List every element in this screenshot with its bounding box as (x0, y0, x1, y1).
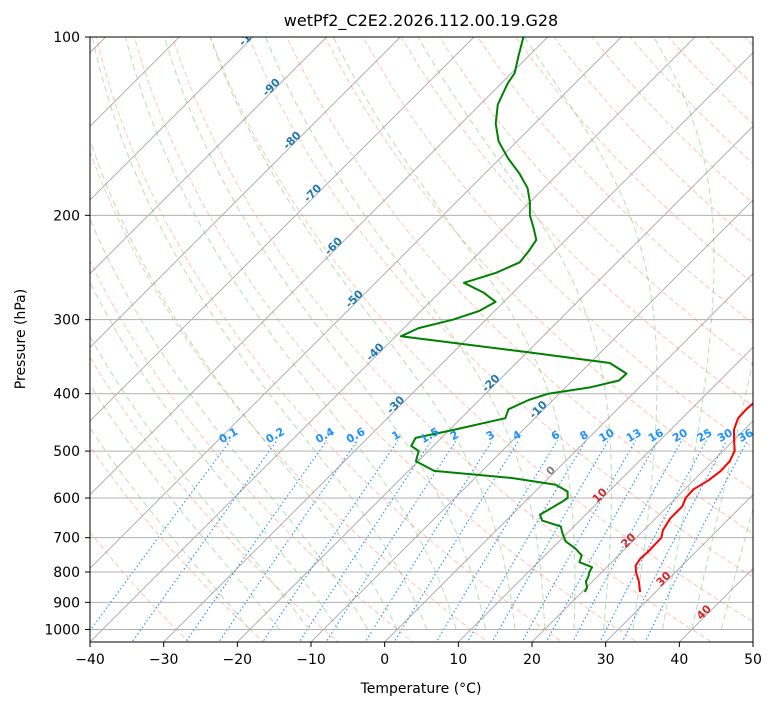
isotherm-line (90, 37, 622, 569)
mixing-ratio-line (521, 440, 637, 642)
isotherm-line (531, 420, 753, 642)
mixing-ratio-line (298, 440, 432, 642)
dry-adiabat (90, 531, 190, 642)
moist-adiabat (653, 37, 715, 630)
y-axis-ticks: 100 200 300 400 500 600 700 800 900 1000 (44, 30, 90, 638)
y-tick-label: 700 (53, 531, 80, 547)
moist-adiabat (209, 37, 516, 630)
y-tick-label: 400 (53, 387, 80, 403)
moist-adiabat (90, 335, 310, 630)
mixing-ratio-line (491, 440, 609, 642)
mixing-ratio-line (466, 440, 587, 642)
moist-adiabat (691, 358, 753, 630)
chart-title: wetPf2_C2E2.2026.112.00.19.G28 (284, 11, 558, 31)
mixing-ratio-line (262, 440, 399, 642)
plot-frame (89, 36, 754, 643)
y-tick-label: 1000 (44, 622, 80, 638)
dry-adiabat (400, 37, 753, 407)
moist-adiabat (125, 37, 457, 630)
moist-adiabat (90, 427, 251, 630)
moist-adiabats (90, 37, 753, 630)
y-tick-label: 100 (53, 30, 80, 46)
mixing-ratio-line (621, 440, 728, 642)
dry-adiabat (90, 445, 265, 642)
dewpoint-profile-line (399, 37, 628, 593)
dry-adiabat (248, 37, 753, 578)
x-tick-label: 20 (523, 652, 541, 668)
dry-adiabat (515, 37, 753, 284)
temperature-profile-line (634, 402, 753, 593)
isotherm-line (605, 494, 753, 642)
isotherm-line (90, 37, 180, 127)
dry-adiabat (209, 37, 753, 623)
dry-adiabat (171, 37, 713, 642)
y-axis-label: Pressure (hPa) (13, 289, 29, 389)
isotherm-line (90, 37, 475, 422)
mixing-ratio-line (325, 440, 457, 642)
pressure-gridlines (90, 37, 753, 630)
dry-adiabat (95, 37, 564, 642)
dry-adiabat (362, 37, 753, 449)
isotherm-line (90, 37, 549, 496)
isotherm-line (457, 346, 753, 642)
x-tick-label: −30 (149, 652, 179, 668)
x-axis-label: Temperature (°C) (360, 681, 482, 697)
x-tick-label: −40 (75, 652, 105, 668)
mixing-ratio-lines (90, 440, 748, 642)
mixing-ratio-line (599, 440, 707, 642)
y-tick-label: 900 (53, 595, 80, 611)
isotherm-line (236, 125, 753, 642)
moist-adiabat (332, 37, 576, 630)
isotherm-line (90, 37, 328, 275)
x-tick-label: −20 (223, 652, 253, 668)
dry-adiabat (90, 259, 414, 642)
y-tick-label: 300 (53, 313, 80, 329)
mixing-ratio-line (131, 440, 278, 642)
x-tick-label: 30 (597, 652, 615, 668)
y-tick-label: 500 (53, 444, 80, 460)
mixing-ratio-line (435, 440, 558, 642)
y-tick-label: 200 (53, 208, 80, 224)
mixing-ratio-line (545, 440, 659, 642)
mixing-ratio-line (572, 440, 683, 642)
isotherm-line (90, 37, 254, 201)
profile-series (399, 37, 753, 593)
x-tick-label: −10 (296, 652, 326, 668)
moist-adiabat (265, 37, 546, 630)
moist-adiabat (90, 281, 339, 630)
moist-adiabat (90, 217, 369, 630)
y-tick-label: 800 (53, 565, 80, 581)
x-tick-label: 10 (449, 652, 467, 668)
x-tick-label: 50 (744, 652, 762, 668)
mixing-ratio-line (364, 440, 493, 642)
mixing-ratio-line (644, 440, 748, 642)
x-tick-label: 0 (380, 652, 389, 668)
isotherm-line (90, 37, 401, 348)
mixing-ratio-label: 36 (736, 426, 756, 445)
x-tick-label: 40 (670, 652, 688, 668)
dry-adiabat (133, 37, 638, 642)
isotherm-line (90, 37, 696, 642)
moist-adiabat (90, 383, 280, 630)
dry-adiabat (477, 37, 753, 325)
moist-adiabat (163, 37, 487, 630)
moist-adiabat (720, 506, 753, 630)
y-tick-label: 600 (53, 491, 80, 507)
isotherm-line (384, 273, 753, 642)
isotherm-line (310, 199, 753, 642)
isotherms (90, 37, 753, 642)
x-axis-ticks: −40 −30 −20 −10 0 10 20 30 40 50 (75, 642, 762, 668)
moist-adiabat (90, 138, 398, 630)
isotherm-label: -100 (236, 20, 265, 49)
moist-adiabat (417, 37, 612, 630)
moist-adiabat (91, 37, 428, 630)
isotherm-line (163, 52, 753, 642)
